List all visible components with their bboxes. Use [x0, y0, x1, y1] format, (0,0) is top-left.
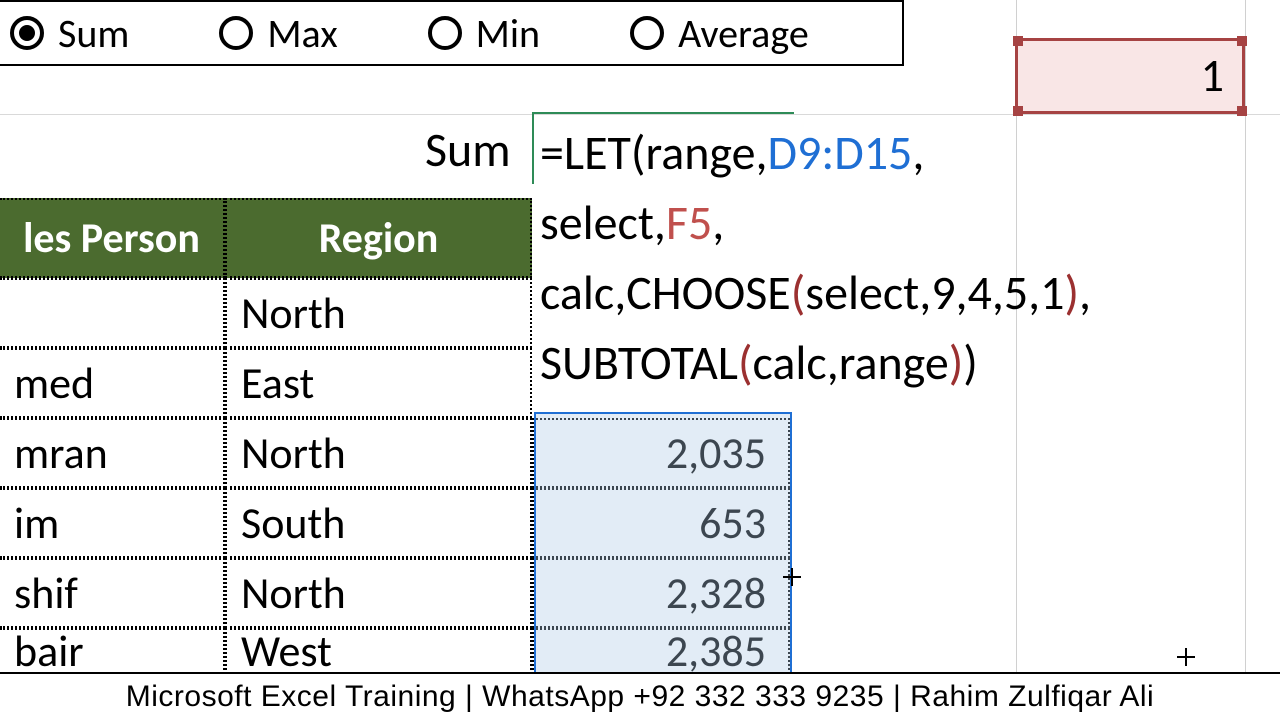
cell-region[interactable]: North [225, 278, 532, 348]
cell-value[interactable]: 2,385 [532, 628, 790, 674]
radio-icon [630, 16, 664, 50]
table-header-person[interactable]: les Person [0, 198, 225, 278]
cell-person[interactable]: med [0, 348, 225, 418]
cell-person[interactable]: mran [0, 418, 225, 488]
radio-label: Sum [58, 9, 129, 58]
radio-icon [219, 16, 253, 50]
result-label: Sum [425, 120, 511, 179]
radio-icon [10, 16, 44, 50]
cell-person[interactable] [0, 278, 225, 348]
radio-icon [428, 16, 462, 50]
selection-handle-icon [1013, 36, 1023, 46]
table-row[interactable]: bair West 2,385 [0, 628, 790, 674]
footer-bar: Microsoft Excel Training | WhatsApp +92 … [0, 672, 1280, 720]
cell-person[interactable]: im [0, 488, 225, 558]
cell-region[interactable]: South [225, 488, 532, 558]
cell-value[interactable]: 653 [532, 488, 790, 558]
cell-region[interactable]: East [225, 348, 532, 418]
selection-handle-icon [1013, 106, 1023, 116]
linked-cell-value: 1 [1201, 48, 1224, 104]
table-row[interactable]: im South 653 [0, 488, 790, 558]
formula-line-2: select,F5, [540, 188, 1091, 258]
cell-value[interactable]: 2,328 [532, 558, 790, 628]
radio-min[interactable]: Min [428, 9, 540, 58]
cell-value[interactable] [532, 278, 790, 348]
table-row[interactable]: North [0, 278, 790, 348]
selection-handle-icon [1237, 36, 1247, 46]
table-header-region[interactable]: Region [225, 198, 532, 278]
cell-person[interactable]: shif [0, 558, 225, 628]
radio-average[interactable]: Average [630, 9, 809, 58]
radio-sum[interactable]: Sum [10, 9, 129, 58]
footer-text: Microsoft Excel Training | WhatsApp +92 … [126, 680, 1154, 714]
radio-max[interactable]: Max [219, 9, 337, 58]
table-row[interactable]: shif North 2,328 [0, 558, 790, 628]
selection-handle-icon [1237, 106, 1247, 116]
cell-value[interactable] [532, 348, 790, 418]
cell-region[interactable]: North [225, 558, 532, 628]
formula-line-1: =LET(range,D9:D15, [540, 118, 1091, 188]
cell-region[interactable]: West [225, 628, 532, 674]
table-row[interactable]: med East [0, 348, 790, 418]
cell-cursor-icon [783, 568, 801, 586]
cell-region[interactable]: North [225, 418, 532, 488]
linked-cell[interactable]: 1 [1015, 38, 1245, 114]
data-table: North med East mran North 2,035 im South… [0, 278, 790, 674]
cell-person[interactable]: bair [0, 628, 225, 674]
aggregate-radio-group: Sum Max Min Average [0, 0, 904, 66]
table-row[interactable]: mran North 2,035 [0, 418, 790, 488]
radio-label: Min [476, 9, 540, 58]
radio-label: Average [678, 9, 809, 58]
radio-label: Max [267, 9, 337, 58]
cell-cursor-icon [1177, 648, 1195, 666]
cell-value[interactable]: 2,035 [532, 418, 790, 488]
